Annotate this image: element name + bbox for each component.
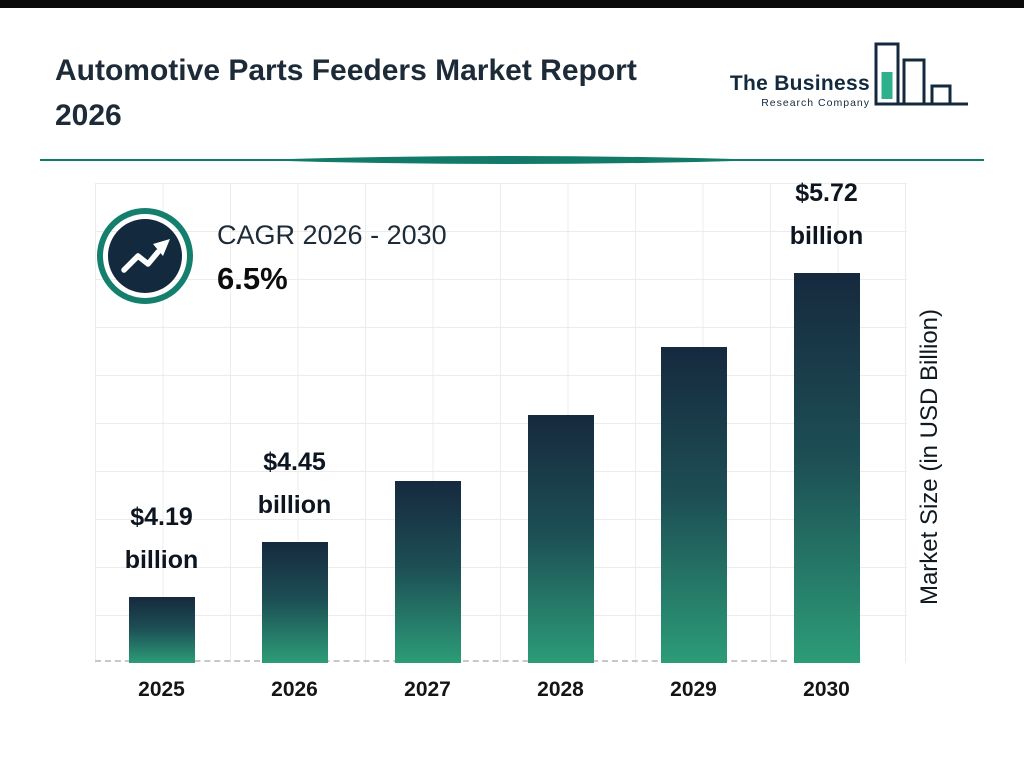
company-logo: The Business Research Company	[730, 40, 972, 118]
bar-chart-logo-icon	[872, 40, 972, 118]
logo-subname: Research Company	[761, 97, 870, 109]
x-axis-label-2030: 2030	[803, 678, 850, 701]
x-axis-label-2027: 2027	[404, 678, 451, 701]
bar-2027	[394, 481, 461, 663]
cagr-block: CAGR 2026 - 2030 6.5%	[95, 206, 447, 306]
bar-column-2025: $4.19 billion	[95, 496, 228, 663]
logo-name: The Business	[729, 72, 870, 95]
bar-2029	[660, 347, 727, 663]
bar-value-label-2025: $4.19 billion	[124, 502, 199, 575]
bar-2025	[128, 597, 195, 663]
trend-arrow-icon	[95, 206, 195, 306]
logo-text: The Business Research Company	[730, 72, 870, 109]
x-axis-label-2026: 2026	[271, 678, 318, 701]
bar-column-2030: $5.72 billion	[760, 172, 893, 663]
x-axis-labels: 2025 2026 2027 2028 2029 2030	[95, 678, 893, 702]
bar-value-label-2026: $4.45 billion	[257, 447, 332, 520]
chart-gridlines	[95, 183, 907, 663]
bar-2026	[261, 542, 328, 663]
x-axis-label-2028: 2028	[537, 678, 584, 701]
bar-column-2027	[361, 481, 494, 663]
bar-chart: $4.19 billion $4.45 billion $5.72 billion	[95, 172, 893, 663]
y-axis-title: Market Size (in USD Billion)	[916, 308, 943, 606]
cagr-label: CAGR 2026 - 2030	[217, 220, 447, 250]
top-border-strip	[0, 0, 1024, 8]
header-divider	[40, 152, 984, 168]
bar-2030	[793, 273, 860, 663]
bar-2028	[527, 415, 594, 663]
bar-column-2029	[627, 347, 760, 663]
page-title: Automotive Parts Feeders Market Report 2…	[55, 54, 637, 132]
x-axis-label-2029: 2029	[670, 678, 717, 701]
bar-column-2026: $4.45 billion	[228, 441, 361, 663]
x-axis-label-2025: 2025	[138, 678, 185, 701]
cagr-value: 6.5%	[217, 261, 288, 296]
bar-column-2028	[494, 415, 627, 663]
cagr-texts: CAGR 2026 - 2030 6.5%	[217, 220, 447, 297]
bar-value-label-2030: $5.72 billion	[789, 178, 864, 251]
